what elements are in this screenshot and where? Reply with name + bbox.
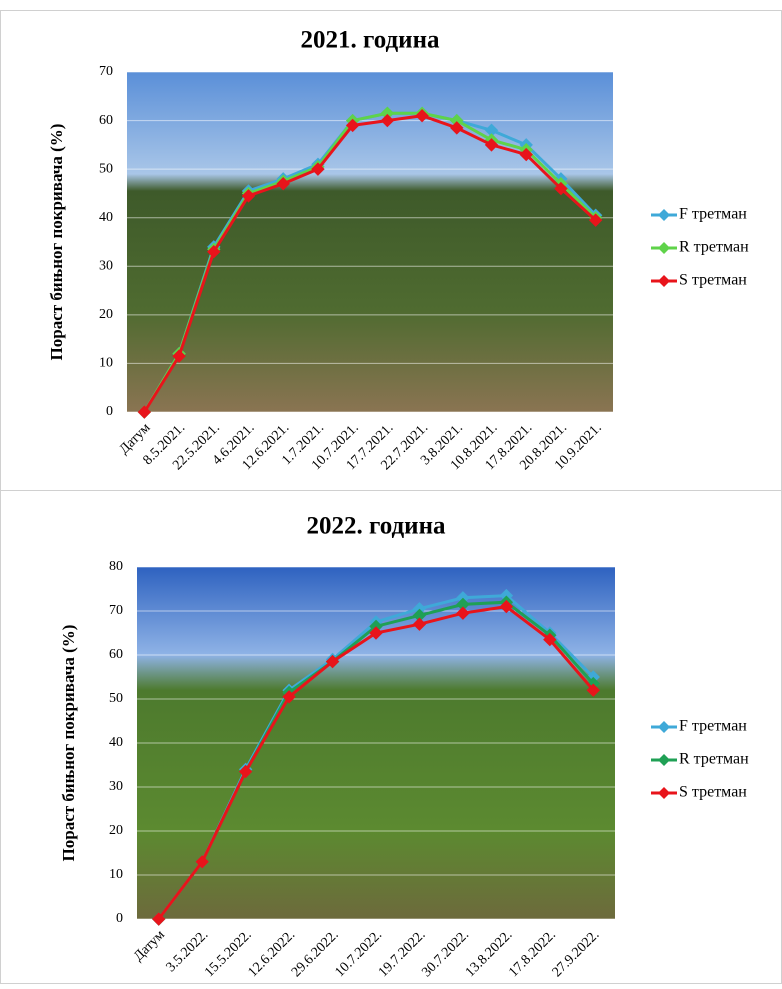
y-tick-label: 20	[109, 823, 123, 838]
legend-marker	[658, 242, 670, 254]
y-tick-label: 10	[109, 867, 123, 882]
chart-title: 2021. година	[301, 27, 440, 54]
y-tick-label: 10	[99, 356, 113, 371]
data-point	[195, 855, 209, 869]
data-point	[152, 912, 166, 926]
legend-marker	[658, 275, 670, 287]
y-tick-label: 0	[116, 911, 123, 926]
y-tick-label: 50	[109, 691, 123, 706]
data-point	[586, 683, 600, 697]
legend-label: R третман	[679, 239, 749, 256]
data-point	[345, 118, 360, 133]
data-point	[282, 690, 296, 704]
y-tick-label: 30	[99, 259, 113, 274]
data-point	[369, 626, 383, 640]
legend-label: R третман	[679, 751, 749, 768]
legend-label: S третман	[679, 784, 747, 801]
y-tick-label: 0	[106, 404, 113, 419]
data-point	[456, 606, 470, 620]
y-axis-title: Пораст бињног покривача (%)	[59, 625, 78, 862]
y-axis-title: Пораст бињног покривача (%)	[47, 124, 66, 361]
data-point	[588, 213, 603, 227]
data-point	[519, 147, 533, 162]
data-point	[543, 632, 557, 647]
legend-label: F третман	[679, 718, 747, 735]
data-point	[172, 349, 186, 363]
legend-marker	[658, 721, 670, 733]
y-tick-label: 80	[109, 559, 123, 574]
y-tick-label: 70	[109, 603, 123, 618]
y-tick-label: 40	[99, 210, 113, 225]
legend-marker	[658, 754, 670, 766]
legend-label: F третман	[679, 206, 747, 223]
data-point	[276, 177, 290, 191]
data-point	[325, 654, 340, 669]
data-point	[450, 121, 464, 135]
data-point	[484, 138, 499, 152]
y-tick-label: 30	[109, 779, 123, 794]
y-tick-label: 50	[99, 161, 113, 176]
chart-title: 2022. година	[307, 513, 446, 540]
data-point	[499, 599, 514, 614]
data-point	[238, 764, 253, 779]
y-tick-label: 60	[99, 113, 113, 128]
data-point	[241, 189, 256, 203]
data-point	[311, 162, 325, 176]
y-tick-label: 40	[109, 735, 123, 750]
legend-marker	[658, 787, 670, 799]
data-point	[415, 109, 429, 123]
data-point	[554, 181, 568, 196]
data-point	[380, 113, 395, 128]
y-tick-label: 70	[99, 64, 113, 79]
series-line	[143, 114, 597, 413]
data-point	[412, 617, 427, 631]
legend-marker	[658, 209, 670, 221]
data-point	[137, 405, 152, 419]
legend-label: S третман	[679, 272, 747, 289]
y-tick-label: 20	[99, 307, 113, 322]
y-tick-label: 60	[109, 647, 123, 662]
data-point	[207, 245, 221, 259]
plot-background	[127, 72, 613, 412]
